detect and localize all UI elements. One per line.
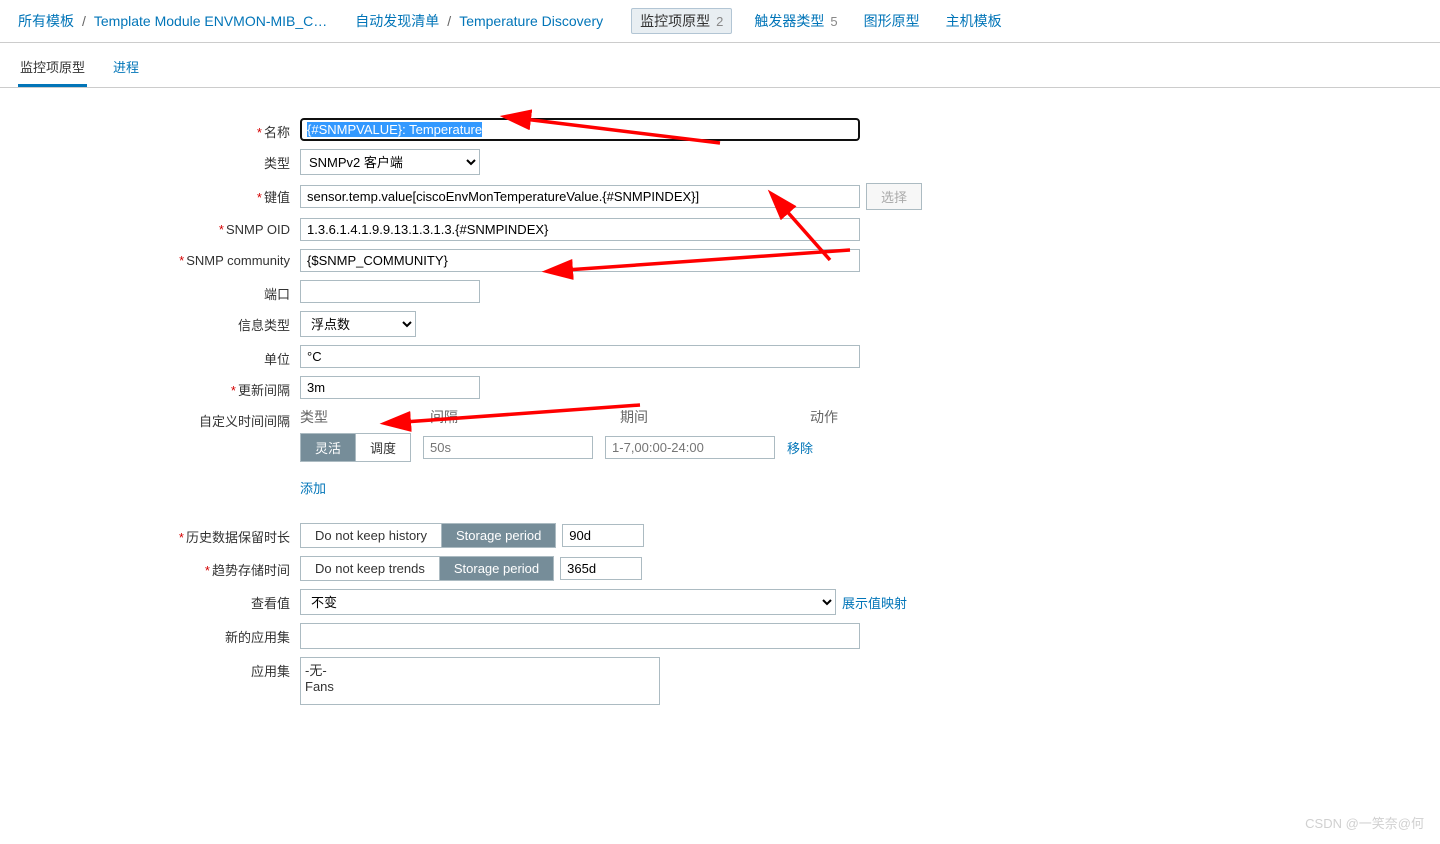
update-interval-input[interactable] (300, 376, 480, 399)
trends-storage-button[interactable]: Storage period (440, 557, 553, 580)
label-apps: 应用集 (251, 664, 290, 679)
application-option[interactable]: Fans (305, 679, 655, 694)
applications-listbox[interactable]: -无-Fans (300, 657, 660, 705)
top-tab-item-prototypes[interactable]: 监控项原型 2 (631, 8, 732, 34)
label-history: 历史数据保留时长 (186, 530, 290, 545)
port-input[interactable] (300, 280, 480, 303)
label-show-value: 查看值 (251, 596, 290, 611)
interval-delay-input[interactable] (423, 436, 593, 459)
interval-header-action: 动作 (810, 407, 860, 427)
interval-remove-link[interactable]: 移除 (787, 438, 813, 457)
label-update-interval: 更新间隔 (238, 383, 290, 398)
label-snmp-community: SNMP community (186, 253, 290, 268)
form-tabs: 监控项原型 进程 (0, 43, 1440, 88)
history-donotkeep-button[interactable]: Do not keep history (301, 524, 442, 547)
top-tab-item-prototypes-count: 2 (716, 14, 723, 29)
history-storage-button[interactable]: Storage period (442, 524, 555, 547)
top-tab-triggers-label: 触发器类型 (754, 11, 824, 31)
label-info-type: 信息类型 (238, 318, 290, 333)
breadcrumb-template[interactable]: Template Module ENVMON-MIB_C… (94, 13, 327, 29)
breadcrumb-discovery-rule[interactable]: Temperature Discovery (459, 13, 603, 29)
application-option[interactable]: -无- (305, 660, 655, 679)
interval-type-segment: 灵活 调度 (300, 433, 411, 462)
name-input[interactable] (300, 118, 860, 141)
history-period-input[interactable] (562, 524, 644, 547)
select-key-button: 选择 (866, 183, 922, 210)
tab-process[interactable]: 进程 (111, 51, 141, 87)
label-type: 类型 (264, 156, 290, 171)
watermark-text: CSDN @一笑奈@何 (1305, 813, 1424, 832)
item-form: *名称 类型 SNMPv2 客户端 *键值 选择 *SNMP OID *SNMP… (0, 88, 1440, 753)
key-input[interactable] (300, 185, 860, 208)
top-tab-host-templates[interactable]: 主机模板 (946, 11, 1002, 31)
label-trends: 趋势存储时间 (212, 563, 290, 578)
tab-item-prototype[interactable]: 监控项原型 (18, 51, 87, 87)
interval-header-period: 期间 (620, 407, 810, 427)
top-tab-triggers[interactable]: 触发器类型 5 (754, 11, 837, 31)
trends-period-input[interactable] (560, 557, 642, 580)
new-application-input[interactable] (300, 623, 860, 649)
history-segment: Do not keep history Storage period (300, 523, 556, 548)
label-snmp-oid: SNMP OID (226, 222, 290, 237)
label-new-app: 新的应用集 (225, 630, 290, 645)
top-tab-item-prototypes-label: 监控项原型 (640, 11, 710, 31)
breadcrumb-sep: / (447, 13, 451, 29)
interval-header-interval: 间隔 (430, 407, 620, 427)
label-custom-intervals: 自定义时间间隔 (199, 414, 290, 429)
label-key: 键值 (264, 190, 290, 205)
trends-segment: Do not keep trends Storage period (300, 556, 554, 581)
label-port: 端口 (264, 287, 290, 302)
interval-period-input[interactable] (605, 436, 775, 459)
show-value-select[interactable]: 不变 (300, 589, 836, 615)
breadcrumb-bar: 所有模板 / Template Module ENVMON-MIB_C… 自动发… (0, 0, 1440, 43)
label-units: 单位 (264, 352, 290, 367)
snmp-community-input[interactable] (300, 249, 860, 272)
info-type-select[interactable]: 浮点数 (300, 311, 416, 337)
trends-donotkeep-button[interactable]: Do not keep trends (301, 557, 440, 580)
units-input[interactable] (300, 345, 860, 368)
interval-add-link[interactable]: 添加 (300, 481, 326, 496)
interval-header-type: 类型 (300, 407, 430, 427)
breadcrumb-all-templates[interactable]: 所有模板 (18, 11, 74, 31)
interval-flexible-button[interactable]: 灵活 (301, 434, 356, 461)
snmp-oid-input[interactable] (300, 218, 860, 241)
breadcrumb-sep: / (82, 13, 86, 29)
top-tab-graphs[interactable]: 图形原型 (864, 11, 920, 31)
top-tab-triggers-count: 5 (830, 14, 837, 29)
breadcrumb-discovery-list[interactable]: 自动发现清单 (355, 11, 439, 31)
interval-scheduling-button[interactable]: 调度 (356, 434, 410, 461)
type-select[interactable]: SNMPv2 客户端 (300, 149, 480, 175)
show-value-map-link[interactable]: 展示值映射 (842, 593, 907, 612)
label-name: 名称 (264, 125, 290, 140)
